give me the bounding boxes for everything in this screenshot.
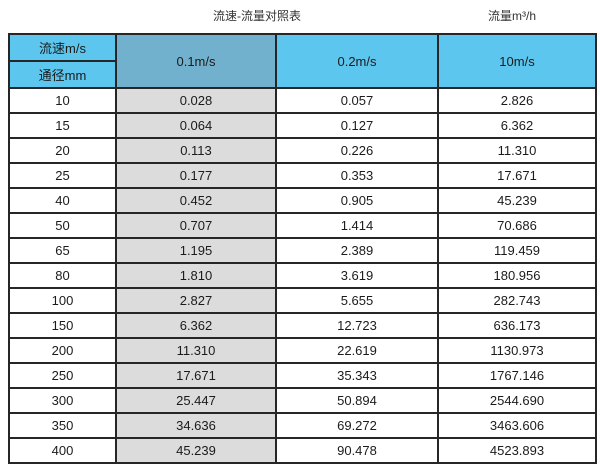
diameter-cell: 65 [8, 237, 117, 264]
col-header-velocity-3: 10m/s [437, 33, 597, 89]
table-row: 50 0.707 1.414 70.686 [8, 212, 597, 239]
flow-value-cell: 50.894 [275, 387, 439, 414]
header-row-bottom: 通径mm [8, 60, 596, 89]
flow-value-cell: 70.686 [437, 212, 597, 239]
flow-value-cell: 0.028 [115, 87, 277, 114]
flow-value-cell: 6.362 [437, 112, 597, 139]
table-row: 250 17.671 35.343 1767.146 [8, 362, 597, 389]
flow-value-cell: 0.226 [275, 137, 439, 164]
col-header-velocity-1: 0.1m/s [115, 33, 277, 89]
flow-unit-label: 流量m³/h [488, 9, 537, 23]
flow-value-cell: 0.113 [115, 137, 277, 164]
flow-value-cell: 45.239 [437, 187, 597, 214]
diameter-cell: 350 [8, 412, 117, 439]
flow-value-cell: 282.743 [437, 287, 597, 314]
table-body: 10 0.028 0.057 2.826 15 0.064 0.127 6.362 20 0.11… [8, 87, 597, 464]
table-row: 100 2.827 5.655 282.743 [8, 287, 597, 314]
corner-velocity-label: 流速m/s [8, 33, 117, 62]
flow-value-cell: 1.810 [115, 262, 277, 289]
table-row: 15 0.064 0.127 6.362 [8, 112, 597, 139]
diameter-cell: 40 [8, 187, 117, 214]
table-row: 40 0.452 0.905 45.239 [8, 187, 597, 214]
flow-value-cell: 636.173 [437, 312, 597, 339]
table-row: 300 25.447 50.894 2544.690 [8, 387, 597, 414]
flow-value-cell: 45.239 [115, 437, 277, 464]
flow-value-cell: 34.636 [115, 412, 277, 439]
diameter-cell: 20 [8, 137, 117, 164]
corner-diameter-label: 通径mm [8, 60, 117, 89]
table-title: 流速-流量对照表 [213, 9, 301, 23]
table-row: 80 1.810 3.619 180.956 [8, 262, 597, 289]
table-row: 150 6.362 12.723 636.173 [8, 312, 597, 339]
flow-value-cell: 2.826 [437, 87, 597, 114]
diameter-cell: 250 [8, 362, 117, 389]
flow-value-cell: 180.956 [437, 262, 597, 289]
flow-value-cell: 0.057 [275, 87, 439, 114]
diameter-cell: 200 [8, 337, 117, 364]
flow-value-cell: 17.671 [437, 162, 597, 189]
table-row: 350 34.636 69.272 3463.606 [8, 412, 597, 439]
flow-value-cell: 119.459 [437, 237, 597, 264]
flow-value-cell: 22.619 [275, 337, 439, 364]
flow-value-cell: 1.195 [115, 237, 277, 264]
flow-value-cell: 5.655 [275, 287, 439, 314]
table-row: 20 0.113 0.226 11.310 [8, 137, 597, 164]
table-row: 25 0.177 0.353 17.671 [8, 162, 597, 189]
flow-value-cell: 1767.146 [437, 362, 597, 389]
diameter-cell: 300 [8, 387, 117, 414]
flow-value-cell: 3463.606 [437, 412, 597, 439]
diameter-cell: 400 [8, 437, 117, 464]
table-row: 400 45.239 90.478 4523.893 [8, 437, 597, 464]
diameter-cell: 100 [8, 287, 117, 314]
flow-value-cell: 11.310 [115, 337, 277, 364]
diameter-cell: 80 [8, 262, 117, 289]
table-row: 65 1.195 2.389 119.459 [8, 237, 597, 264]
flow-value-cell: 1.414 [275, 212, 439, 239]
flow-value-cell: 0.452 [115, 187, 277, 214]
flow-value-cell: 0.905 [275, 187, 439, 214]
flow-value-cell: 0.353 [275, 162, 439, 189]
flow-value-cell: 69.272 [275, 412, 439, 439]
table-row: 10 0.028 0.057 2.826 [8, 87, 597, 114]
flow-value-cell: 25.447 [115, 387, 277, 414]
diameter-cell: 10 [8, 87, 117, 114]
flow-value-cell: 4523.893 [437, 437, 597, 464]
flow-value-cell: 2544.690 [437, 387, 597, 414]
diameter-cell: 25 [8, 162, 117, 189]
flow-value-cell: 90.478 [275, 437, 439, 464]
table-row: 200 11.310 22.619 1130.973 [8, 337, 597, 364]
flow-value-cell: 6.362 [115, 312, 277, 339]
flow-rate-table: 流速m/s 0.1m/s 0.2m/s 10m/s 通径mm 10 0.028 0.… [8, 33, 597, 464]
col-header-velocity-2: 0.2m/s [275, 33, 439, 89]
flow-value-cell: 12.723 [275, 312, 439, 339]
flow-value-cell: 35.343 [275, 362, 439, 389]
flow-value-cell: 0.177 [115, 162, 277, 189]
flow-value-cell: 2.827 [115, 287, 277, 314]
diameter-cell: 50 [8, 212, 117, 239]
flow-value-cell: 11.310 [437, 137, 597, 164]
flow-value-cell: 1130.973 [437, 337, 597, 364]
flow-value-cell: 17.671 [115, 362, 277, 389]
flow-value-cell: 0.064 [115, 112, 277, 139]
diameter-cell: 15 [8, 112, 117, 139]
diameter-cell: 150 [8, 312, 117, 339]
flow-value-cell: 0.127 [275, 112, 439, 139]
flow-value-cell: 0.707 [115, 212, 277, 239]
flow-value-cell: 3.619 [275, 262, 439, 289]
flow-value-cell: 2.389 [275, 237, 439, 264]
table-header: 流速m/s 0.1m/s 0.2m/s 10m/s 通径mm [8, 33, 597, 89]
header-row-top: 流速m/s 0.1m/s 0.2m/s 10m/s [8, 33, 597, 89]
